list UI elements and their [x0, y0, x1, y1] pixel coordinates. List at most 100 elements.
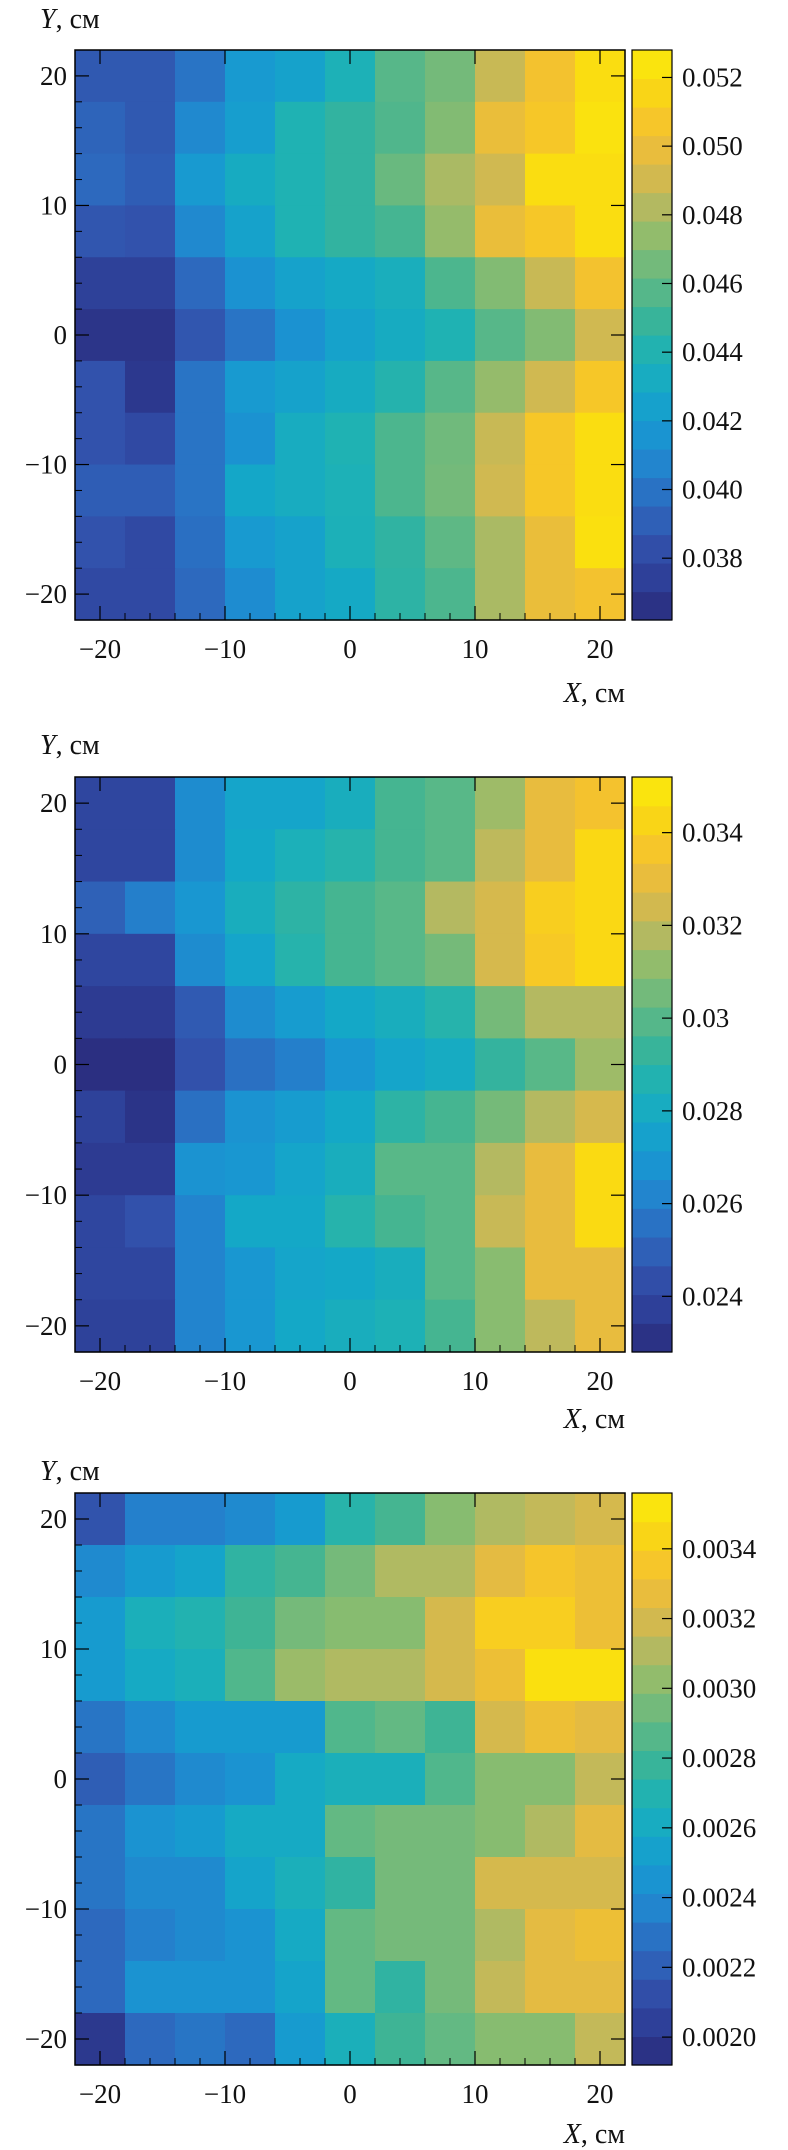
- heatmap-cell: [375, 1090, 426, 1144]
- heatmap-cell: [125, 1142, 176, 1196]
- heatmap-cell: [375, 1701, 426, 1754]
- colorbar-band: [632, 192, 672, 222]
- heatmap-cell: [425, 1195, 476, 1249]
- heatmap-cell: [225, 986, 276, 1039]
- colorbar-tick-label: 0.0034: [682, 1534, 757, 1564]
- heatmap-cell: [475, 1247, 526, 1301]
- heatmap-cell: [425, 1909, 476, 1962]
- heatmap-cell: [425, 257, 476, 310]
- x-axis-unit: , см: [581, 1404, 625, 1435]
- x-tick-label: −10: [204, 1366, 246, 1396]
- heatmap-cell: [125, 1545, 176, 1598]
- heatmap-cell: [325, 1247, 376, 1301]
- heatmap-cell: [475, 1038, 526, 1092]
- heatmap-cell: [325, 829, 376, 883]
- heatmap-cell: [475, 1195, 526, 1249]
- heatmap-cell: [525, 1805, 576, 1858]
- heatmap-cell: [425, 1545, 476, 1598]
- x-axis-title: X, см: [563, 678, 626, 709]
- colorbar-tick-label: 0.038: [682, 543, 743, 573]
- heatmap-cell: [575, 153, 626, 207]
- heatmap-cell: [275, 829, 326, 883]
- colorbar-band: [632, 1664, 672, 1694]
- heatmap-cell: [475, 257, 526, 310]
- colorbar-frame: [631, 776, 673, 1353]
- heatmap-cell: [225, 2013, 276, 2066]
- heatmap-cell: [575, 829, 626, 883]
- heatmap-cell: [325, 1649, 376, 1702]
- heatmap-cell: [575, 205, 626, 258]
- colorbar-band: [632, 777, 672, 807]
- colorbar-band: [632, 1521, 672, 1551]
- y-axis-variable: Y: [40, 4, 59, 35]
- colorbar-band: [632, 805, 672, 836]
- x-axis-title: X, см: [563, 2119, 626, 2150]
- heatmap-cell: [175, 1961, 226, 2014]
- heatmap-cell: [75, 986, 126, 1039]
- heatmap-cell: [125, 257, 176, 310]
- heatmap-cell: [475, 464, 526, 517]
- x-axis-unit: , см: [581, 2119, 625, 2150]
- x-tick-label: 10: [462, 2079, 489, 2109]
- y-tick-label: 10: [40, 1634, 67, 1664]
- heatmap-cell: [425, 412, 476, 466]
- colorbar-band: [632, 892, 672, 922]
- heatmap-cell: [275, 257, 326, 310]
- heatmap-cell: [75, 1805, 126, 1858]
- heatmap-cell: [525, 1090, 576, 1144]
- heatmap-cell: [525, 829, 576, 883]
- colorbar-band: [632, 1807, 672, 1837]
- heatmap-cell: [325, 881, 376, 935]
- heatmap-cell: [475, 1597, 526, 1650]
- colorbar-tick-label: 0.0032: [682, 1604, 756, 1634]
- heatmap-cell: [125, 1701, 176, 1754]
- heatmap-cell: [225, 1090, 276, 1144]
- heatmap-cell: [475, 50, 526, 103]
- heatmap-cell: [575, 1545, 626, 1598]
- heatmap-cell: [125, 2013, 176, 2066]
- colorbar-tick-label: 0.050: [682, 131, 743, 161]
- heatmap-cell: [125, 516, 176, 569]
- heatmap-cell: [475, 1961, 526, 2014]
- heatmap-cell: [425, 2013, 476, 2066]
- heatmap-cell: [575, 1090, 626, 1144]
- heatmap-cell: [425, 1701, 476, 1754]
- x-tick-label: 20: [587, 2079, 614, 2109]
- heatmap-cell: [375, 1805, 426, 1858]
- heatmap-cell: [375, 412, 426, 466]
- heatmap-cell: [275, 2013, 326, 2066]
- colorbar-band: [632, 1779, 672, 1809]
- x-tick-label: 20: [587, 1366, 614, 1396]
- heatmap-cell: [275, 205, 326, 258]
- heatmap-cell: [175, 829, 226, 883]
- heatmap-cell: [575, 412, 626, 466]
- heatmap-cell: [425, 1753, 476, 1806]
- heatmap-cell: [125, 568, 176, 621]
- heatmap-cell: [275, 1545, 326, 1598]
- heatmap-cell: [475, 153, 526, 207]
- heatmap-cell: [575, 516, 626, 569]
- y-tick-label: 20: [40, 788, 67, 818]
- heatmap-cell: [175, 1909, 226, 1962]
- heatmap-cell: [225, 829, 276, 883]
- heatmap-cell: [125, 1090, 176, 1144]
- heatmap-cell: [225, 257, 276, 310]
- heatmap-cell: [475, 1545, 526, 1598]
- heatmap-cell: [125, 933, 176, 987]
- heatmap-panel-2: Y, см X, см −20 −10 0 10 2020100−10−200.0340…: [25, 730, 743, 1435]
- heatmap-cell: [475, 2013, 526, 2066]
- heatmap-cell: [275, 986, 326, 1039]
- heatmap-cell: [425, 1299, 476, 1353]
- heatmap-cell: [475, 1299, 526, 1353]
- heatmap-cell: [175, 1805, 226, 1858]
- colorbar-band: [632, 78, 672, 108]
- heatmap-cell: [225, 1299, 276, 1353]
- x-tick-label: −10: [204, 2079, 246, 2109]
- heatmap-cell: [75, 1961, 126, 2014]
- heatmap-cell: [525, 1545, 576, 1598]
- heatmap-cell: [175, 153, 226, 207]
- heatmap-cell: [225, 1142, 276, 1196]
- heatmap-cell: [425, 516, 476, 569]
- colorbar-band: [632, 1893, 672, 1923]
